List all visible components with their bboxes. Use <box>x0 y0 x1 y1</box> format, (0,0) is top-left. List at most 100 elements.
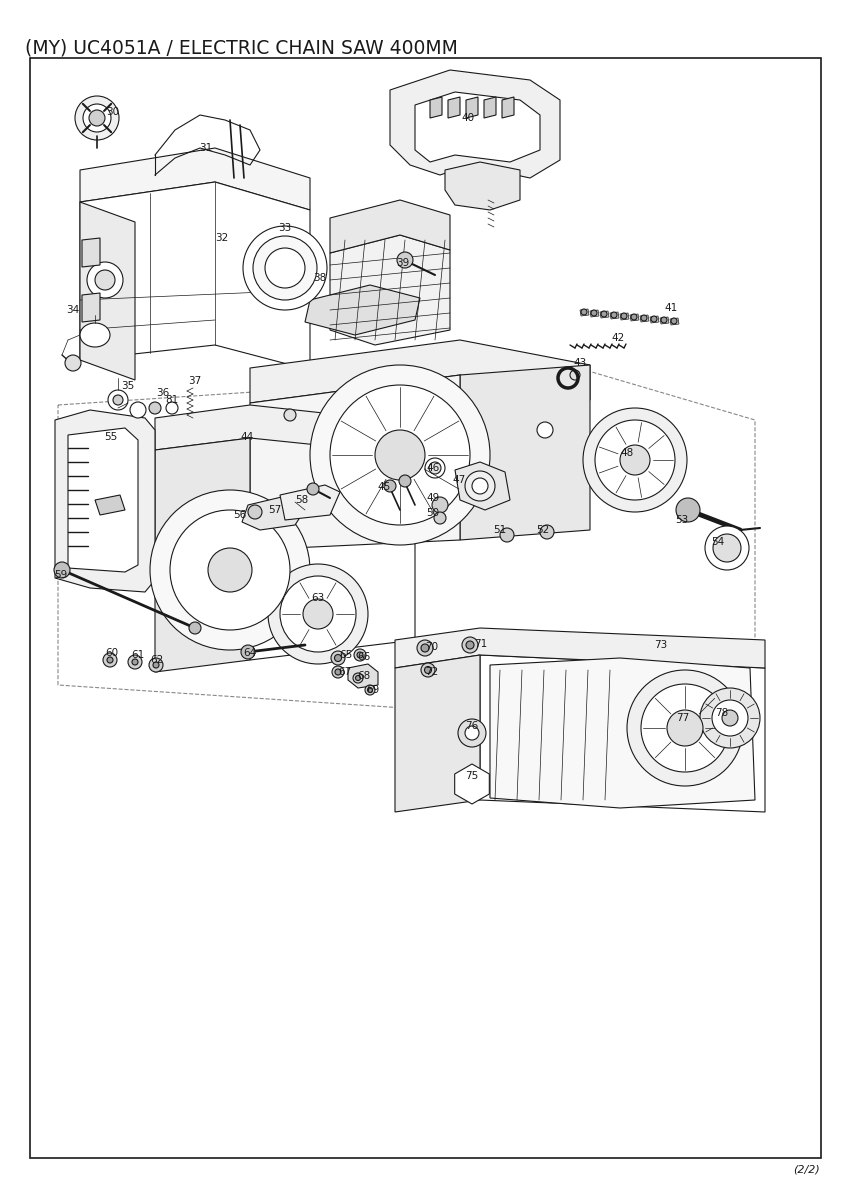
Ellipse shape <box>667 710 703 746</box>
Text: 53: 53 <box>676 515 688 526</box>
Ellipse shape <box>303 599 333 629</box>
Text: 34: 34 <box>66 305 80 314</box>
Text: 37: 37 <box>188 376 202 386</box>
Polygon shape <box>640 314 649 322</box>
Polygon shape <box>445 162 520 210</box>
Ellipse shape <box>462 637 478 653</box>
Ellipse shape <box>432 497 448 514</box>
Ellipse shape <box>601 311 607 317</box>
Ellipse shape <box>353 673 363 683</box>
Text: 45: 45 <box>377 482 391 492</box>
Ellipse shape <box>103 653 117 667</box>
Text: 65: 65 <box>340 650 352 660</box>
Text: 70: 70 <box>426 642 438 652</box>
Polygon shape <box>155 438 250 672</box>
Polygon shape <box>650 316 659 323</box>
Text: 81: 81 <box>165 395 179 404</box>
Polygon shape <box>670 318 679 325</box>
Ellipse shape <box>95 270 115 290</box>
Ellipse shape <box>253 236 317 300</box>
Text: 39: 39 <box>397 258 409 268</box>
Ellipse shape <box>310 365 490 545</box>
Text: 60: 60 <box>106 648 118 658</box>
Polygon shape <box>80 182 310 370</box>
Ellipse shape <box>722 710 738 726</box>
Ellipse shape <box>399 475 411 487</box>
Ellipse shape <box>705 526 749 570</box>
Ellipse shape <box>307 482 319 494</box>
Polygon shape <box>82 238 100 266</box>
Text: (2/2): (2/2) <box>793 1165 820 1175</box>
Polygon shape <box>448 97 460 118</box>
Text: 54: 54 <box>711 538 724 547</box>
Polygon shape <box>484 97 496 118</box>
Text: 42: 42 <box>611 332 625 343</box>
Text: 33: 33 <box>278 223 292 233</box>
Polygon shape <box>80 148 310 210</box>
Text: 44: 44 <box>240 432 254 442</box>
Polygon shape <box>390 70 560 178</box>
Text: 41: 41 <box>665 302 677 313</box>
Ellipse shape <box>537 422 553 438</box>
Text: 38: 38 <box>313 272 327 283</box>
Ellipse shape <box>570 370 580 380</box>
Ellipse shape <box>631 314 637 320</box>
Ellipse shape <box>75 96 119 140</box>
Polygon shape <box>620 313 629 320</box>
Ellipse shape <box>354 649 366 661</box>
Ellipse shape <box>417 640 433 656</box>
Polygon shape <box>348 664 378 688</box>
Ellipse shape <box>671 318 677 324</box>
Ellipse shape <box>465 470 495 502</box>
Text: 64: 64 <box>243 648 257 658</box>
Ellipse shape <box>265 248 305 288</box>
Ellipse shape <box>581 308 587 314</box>
Ellipse shape <box>713 534 741 562</box>
Ellipse shape <box>595 420 675 500</box>
Text: 68: 68 <box>357 671 371 680</box>
Ellipse shape <box>429 462 441 474</box>
Text: 35: 35 <box>122 382 134 391</box>
Polygon shape <box>280 485 340 520</box>
Ellipse shape <box>425 666 431 673</box>
Ellipse shape <box>128 655 142 670</box>
Ellipse shape <box>627 670 743 786</box>
Ellipse shape <box>591 310 597 316</box>
Ellipse shape <box>149 658 163 672</box>
Text: 67: 67 <box>339 667 351 677</box>
Text: 52: 52 <box>536 526 550 535</box>
Text: (MY) UC4051A / ELECTRIC CHAIN SAW 400MM: (MY) UC4051A / ELECTRIC CHAIN SAW 400MM <box>25 38 458 56</box>
Ellipse shape <box>89 110 105 126</box>
Ellipse shape <box>248 505 262 518</box>
Polygon shape <box>454 764 489 804</box>
Text: 51: 51 <box>494 526 506 535</box>
Polygon shape <box>490 658 755 808</box>
Polygon shape <box>430 97 442 118</box>
Ellipse shape <box>268 564 368 664</box>
Ellipse shape <box>621 313 627 319</box>
Polygon shape <box>250 340 590 403</box>
Ellipse shape <box>149 402 161 414</box>
Text: 48: 48 <box>620 448 634 458</box>
Ellipse shape <box>465 726 479 740</box>
Ellipse shape <box>332 666 344 678</box>
Ellipse shape <box>87 262 123 298</box>
Ellipse shape <box>365 685 375 695</box>
Ellipse shape <box>466 641 474 649</box>
Text: 73: 73 <box>654 640 668 650</box>
Ellipse shape <box>54 562 70 578</box>
Polygon shape <box>610 312 619 319</box>
Ellipse shape <box>458 719 486 746</box>
Ellipse shape <box>83 104 111 132</box>
Text: 50: 50 <box>426 508 440 518</box>
Text: 30: 30 <box>106 107 119 116</box>
Polygon shape <box>55 410 155 592</box>
Polygon shape <box>395 628 765 668</box>
Polygon shape <box>95 494 125 515</box>
Ellipse shape <box>421 662 435 677</box>
Ellipse shape <box>661 317 667 323</box>
Polygon shape <box>80 202 135 380</box>
Ellipse shape <box>284 409 296 421</box>
Text: 76: 76 <box>465 721 478 731</box>
Text: 43: 43 <box>574 358 586 368</box>
